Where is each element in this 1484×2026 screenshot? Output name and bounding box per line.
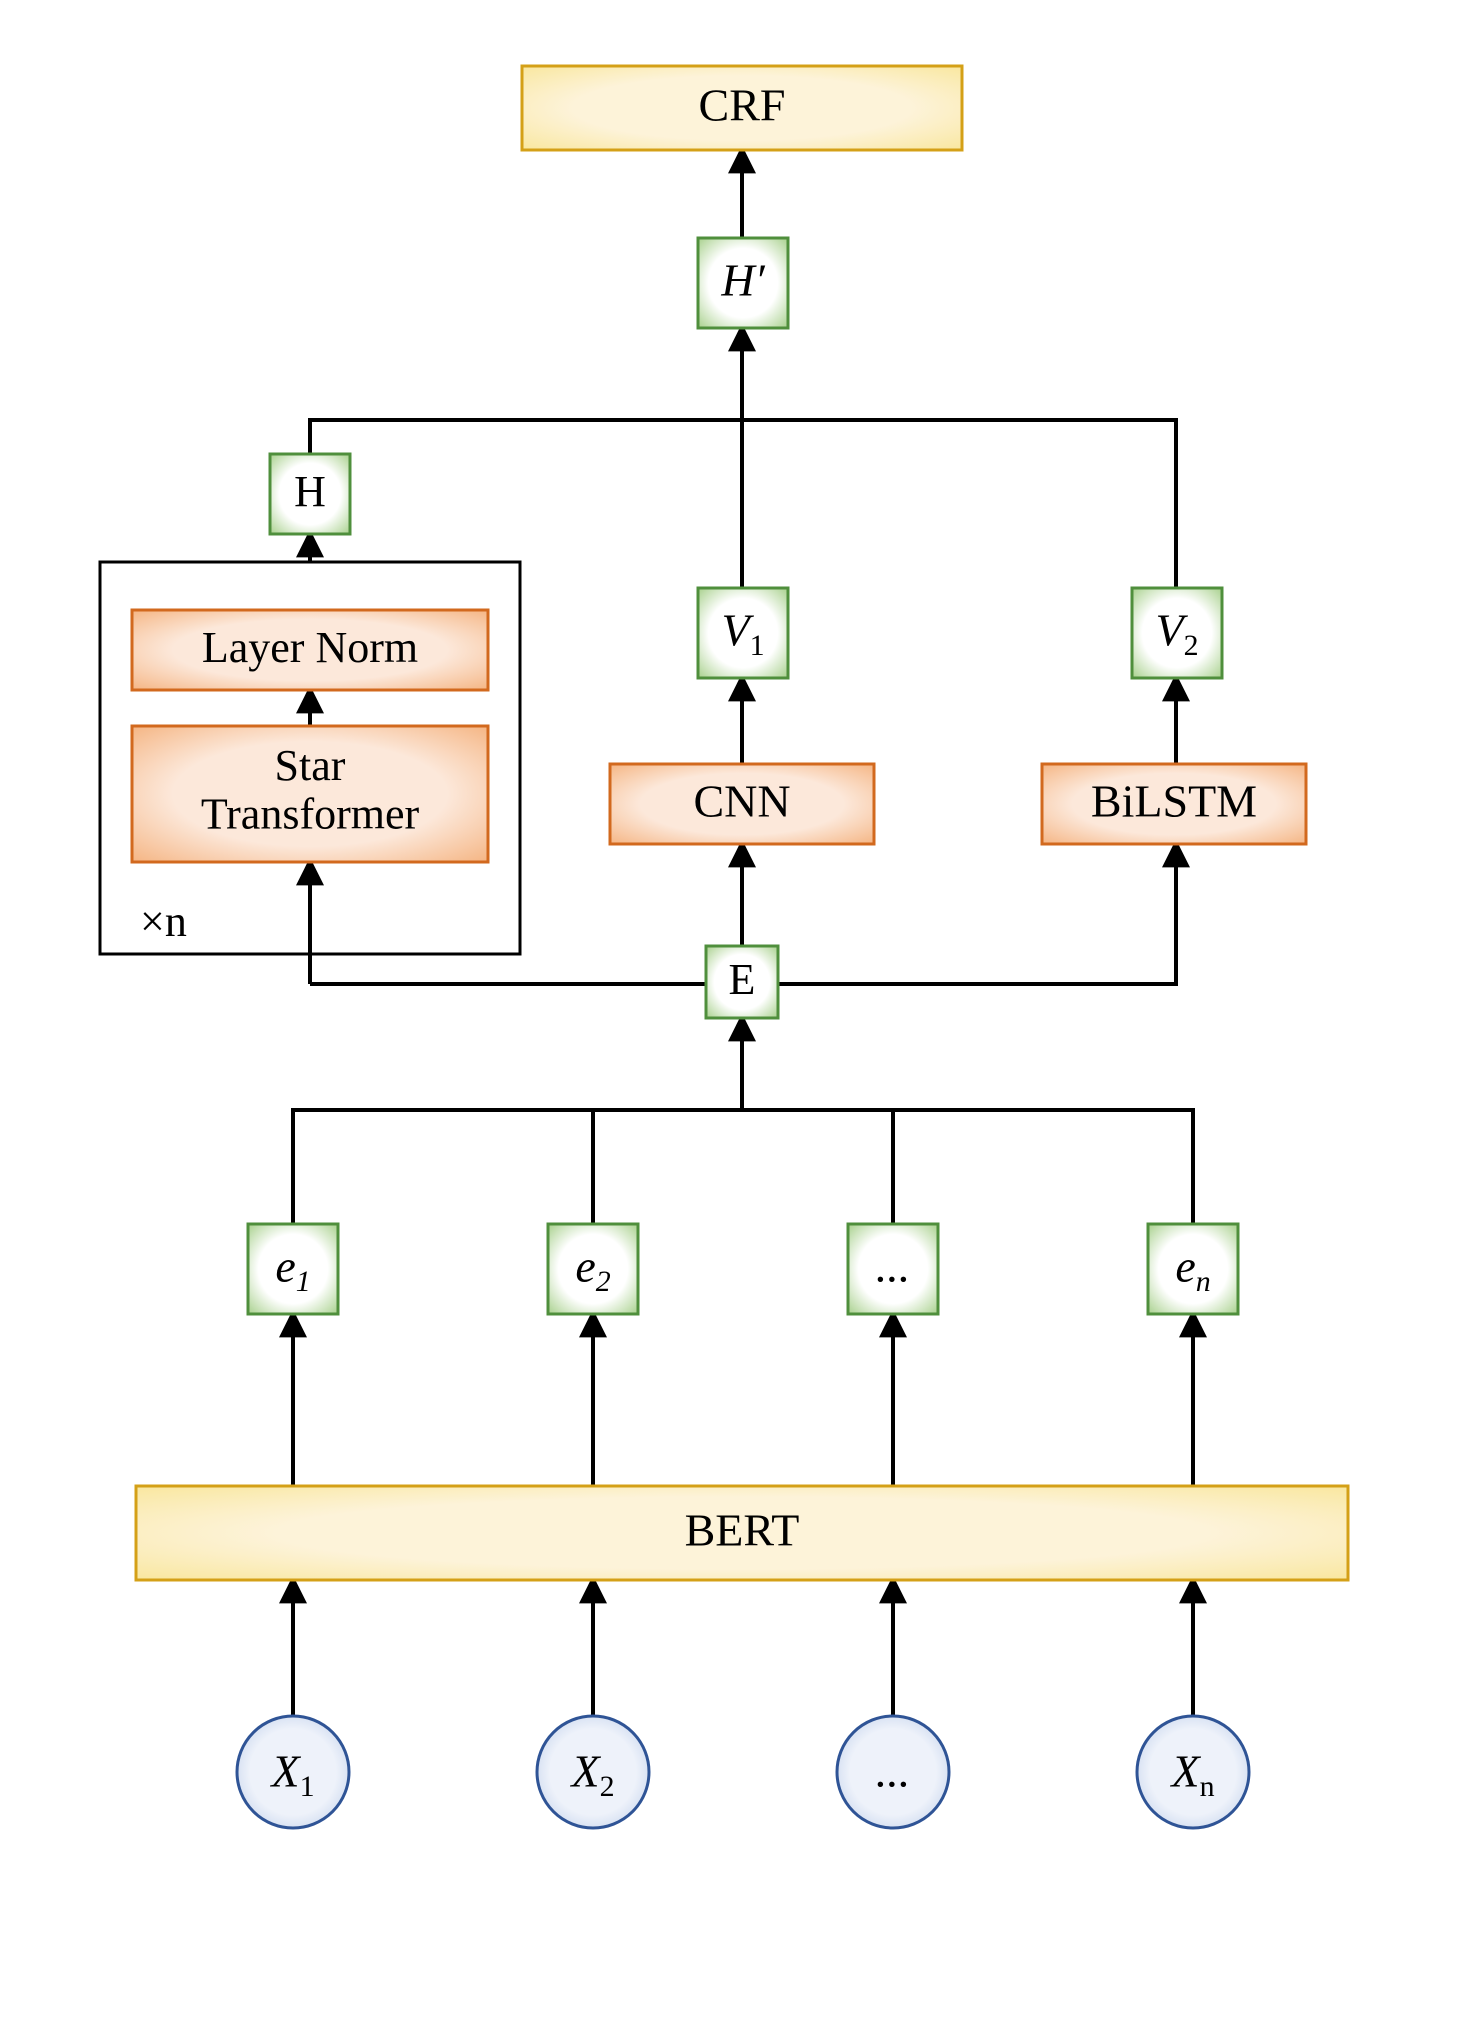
- node-label: ...: [876, 1241, 911, 1292]
- node-label: CNN: [693, 776, 790, 827]
- node-h: H: [270, 454, 350, 534]
- repeat-label: ×n: [140, 897, 187, 946]
- node-label: BiLSTM: [1091, 776, 1257, 827]
- node-star_transformer: StarTransformer: [132, 726, 488, 862]
- node-bert: BERT: [136, 1486, 1348, 1580]
- node-label: H: [294, 467, 326, 516]
- node-x2: X2: [537, 1716, 649, 1828]
- node-label: CRF: [699, 80, 786, 131]
- node-bilstm: BiLSTM: [1042, 764, 1306, 844]
- node-label: ...: [876, 1746, 911, 1797]
- node-x1: X1: [237, 1716, 349, 1828]
- node-label: Star: [275, 741, 346, 790]
- edge: [778, 844, 1176, 984]
- edge: [742, 1110, 1193, 1226]
- edge: [742, 420, 1176, 590]
- node-e1: e1: [248, 1224, 338, 1314]
- node-label: E: [729, 955, 756, 1004]
- node-en: en: [1148, 1224, 1238, 1314]
- node-cnn: CNN: [610, 764, 874, 844]
- edges: [293, 150, 1193, 1716]
- node-E: E: [706, 946, 778, 1018]
- node-v2: V2: [1132, 588, 1222, 678]
- node-label: Transformer: [201, 789, 420, 838]
- node-label: BERT: [685, 1505, 800, 1556]
- node-xn: Xn: [1137, 1716, 1249, 1828]
- node-x_dots: ...: [837, 1716, 949, 1828]
- architecture-diagram: CRF BERT Layer Norm StarTransformer CNN BiLST…: [0, 0, 1484, 2026]
- node-crf: CRF: [522, 66, 962, 150]
- node-v1: V1: [698, 588, 788, 678]
- node-label: H′: [720, 255, 765, 306]
- node-layer_norm: Layer Norm: [132, 610, 488, 690]
- node-h_prime: H′: [698, 238, 788, 328]
- edge: [310, 420, 742, 454]
- node-label: Layer Norm: [202, 623, 418, 672]
- node-e2: e2: [548, 1224, 638, 1314]
- node-e_dots: ...: [848, 1224, 938, 1314]
- edge: [293, 1110, 742, 1226]
